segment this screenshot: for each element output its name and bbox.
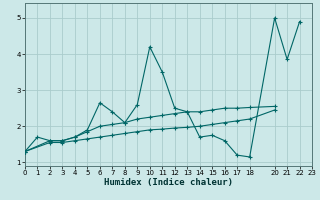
X-axis label: Humidex (Indice chaleur): Humidex (Indice chaleur) [104, 178, 233, 187]
